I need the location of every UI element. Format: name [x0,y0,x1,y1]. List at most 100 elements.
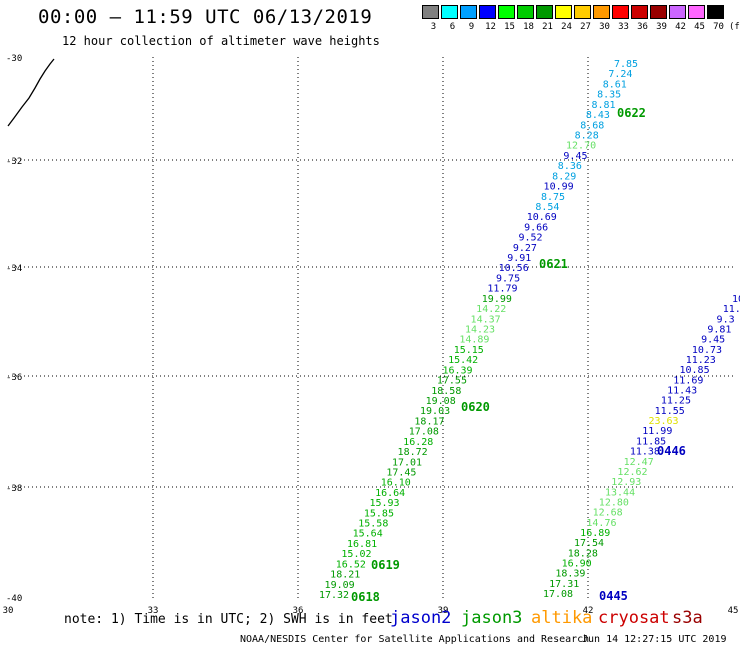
swh-value-label: 11.99 [642,426,672,437]
swh-value-label: 16.28 [403,437,433,448]
swh-value-label: 12.68 [593,508,623,519]
swh-value-label: 8.36 [558,161,582,172]
color-swatch [612,5,629,19]
swh-value-label: 14.22 [476,304,506,315]
swh-value-label: 15.64 [353,529,383,540]
swh-value-label: 12.70 [566,141,596,152]
pass-time-label: 0620 [461,400,490,414]
footer-timestamp: Jun 14 12:27:15 UTC 2019 [582,634,727,645]
swh-value-label: 12.62 [617,467,647,478]
satellite-legend-item: jason2 [390,608,452,628]
swh-value-label: 15.15 [454,345,484,356]
color-swatch [460,5,477,19]
color-swatch-label: 30 [599,22,610,32]
latitude-tick-label: -36 [6,373,22,383]
color-swatch-label: 6 [449,22,456,32]
swh-value-label: 15.93 [369,498,399,509]
swh-value-label: 10.69 [527,212,557,223]
latitude-tick-label: -30 [6,54,22,64]
swh-value-label: 19.08 [426,396,456,407]
longitude-tick-label: 45 [728,606,739,616]
color-swatch [422,5,439,19]
swh-value-label: 9.27 [513,243,537,254]
swh-value-label: 19.99 [482,294,512,305]
swh-value-label: 8.81 [591,100,615,111]
swh-value-label: 8.61 [603,79,627,90]
swh-value-label: 8.35 [597,90,621,101]
swh-value-label: 18.72 [398,447,428,458]
swh-value-label: 8.68 [580,120,604,131]
swh-value-label: 15.58 [358,519,388,530]
satellite-legend-item: jason3 [461,608,523,628]
color-swatch-label: 18 [523,22,534,32]
axis-tick-labels: 30 33 36 39 42 45 -30 -32 -34 -36 -38 -40 [3,54,739,616]
swh-value-label: 18.21 [330,570,360,581]
color-swatch-label: 9 [468,22,475,32]
map-grid [8,57,733,598]
pass-time-label: 0618 [351,590,380,604]
swh-value-label: 19.09 [325,580,355,591]
swh-value-label: 7.85 [614,59,638,70]
color-swatch [517,5,534,19]
color-swatch [631,5,648,19]
color-swatch [593,5,610,19]
swh-value-label: 17.55 [437,376,467,387]
longitude-tick-label: 33 [148,606,159,616]
swh-value-label: 15.02 [341,549,371,560]
swh-value-label: 9.45 [701,335,725,346]
swh-track-labels: 7.857.248.618.358.818.438.688.2812.709.4… [319,59,740,604]
swh-value-label: 10.99 [544,182,574,193]
swh-value-label: 17.08 [543,589,573,600]
color-swatch-label: 45 [694,22,705,32]
swh-value-label: 10.56 [499,263,529,274]
swh-value-label: 8.29 [552,171,576,182]
latitude-tick-label: -38 [6,484,22,494]
swh-value-label: 11.38 [630,447,660,458]
color-swatch-label: 33 [618,22,629,32]
swh-value-label: 8.54 [535,202,559,213]
color-swatch [650,5,667,19]
color-scale-unit: (ft) [729,22,740,32]
units-note: note: 1) Time is in UTC; 2) SWH is in fe… [64,612,393,627]
coastline [7,58,55,127]
pass-time-label: 0446 [657,444,686,458]
swh-value-label: 15.85 [364,508,394,519]
swh-value-label: 11.23 [686,355,716,366]
color-swatch [688,5,705,19]
color-swatch-label: 24 [561,22,572,32]
swh-value-label: 9.45 [563,151,587,162]
color-swatch-label: 3 [430,22,437,32]
pass-time-label: 0621 [539,257,568,271]
swh-value-label: 16.52 [336,559,366,570]
swh-value-label: 11.25 [661,396,691,407]
swh-value-label: 19.03 [420,406,450,417]
swh-value-label: 14.37 [471,314,501,325]
color-swatch-label: 70 [713,22,724,32]
swh-value-label: 9.81 [707,325,731,336]
swh-value-label: 10.73 [692,345,722,356]
swh-value-label: 17.45 [386,467,416,478]
color-swatch [536,5,553,19]
swh-value-label: 11.43 [667,386,697,397]
swh-value-label: 16.89 [580,528,610,539]
swh-value-label: 9.75 [496,273,520,284]
swh-value-label: 18.58 [431,386,461,397]
color-swatch-label: 39 [656,22,667,32]
swh-value-label: 12.47 [624,457,654,468]
color-swatch [479,5,496,19]
swh-value-label: 13.44 [605,487,635,498]
color-swatch-label: 42 [675,22,686,32]
swh-value-label: 16.10 [381,478,411,489]
swh-value-label: 14.23 [465,325,495,336]
swh-value-label: 8.28 [575,130,599,141]
pass-time-label: 0622 [617,106,646,120]
latitude-tick-label: -32 [6,157,22,167]
swh-value-label: 8.75 [541,192,565,203]
swh-value-label: 23.63 [648,416,678,427]
color-swatch-label: 15 [504,22,515,32]
swh-value-label: 16.90 [562,558,592,569]
longitude-tick-label: 39 [438,606,449,616]
color-swatch [555,5,572,19]
swh-value-label: 14.89 [459,335,489,346]
